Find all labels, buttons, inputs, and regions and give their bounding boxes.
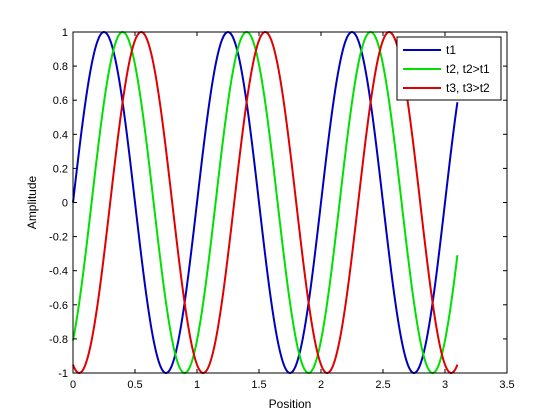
x-tick-label: 2	[318, 379, 324, 391]
x-tick-label: 1.5	[251, 379, 266, 391]
y-tick-label: -0.2	[49, 232, 68, 244]
y-tick-label: 0	[62, 198, 68, 210]
y-axis-label: Amplitude	[25, 176, 39, 230]
x-tick-label: 3.5	[499, 379, 514, 391]
y-tick-label: -0.6	[49, 300, 68, 312]
x-axis-label: Position	[269, 397, 312, 411]
y-tick-label: 0.6	[53, 95, 68, 107]
series-line-1	[72, 31, 459, 374]
axis-ticks: 0 0.5 1 1.5 2 2.5 3 3.5 -1 -0.8 -0.6 -0.4 -0.2 0 0.2 0.…	[49, 27, 515, 391]
legend-label-2: t2, t2>t1	[446, 62, 490, 76]
y-tick-label: 1	[62, 27, 68, 39]
series-line-2	[72, 31, 459, 374]
y-tick-label: 0.2	[53, 163, 68, 175]
y-tick-label: 0.8	[53, 61, 68, 73]
y-tick-label: -0.8	[49, 334, 68, 346]
y-tick-label: -0.4	[49, 266, 68, 278]
y-tick-label: -1	[58, 368, 68, 380]
x-tick-label: 2.5	[375, 379, 390, 391]
legend-label-1: t1	[446, 43, 456, 57]
x-tick-label: 3	[442, 379, 448, 391]
y-tick-label: 0.4	[53, 129, 68, 141]
legend: t1 t2, t2>t1 t3, t3>t2	[396, 36, 502, 101]
x-tick-label: 0	[70, 379, 76, 391]
x-tick-label: 1	[194, 379, 200, 391]
legend-label-3: t3, t3>t2	[446, 81, 490, 95]
x-tick-label: 0.5	[127, 379, 142, 391]
